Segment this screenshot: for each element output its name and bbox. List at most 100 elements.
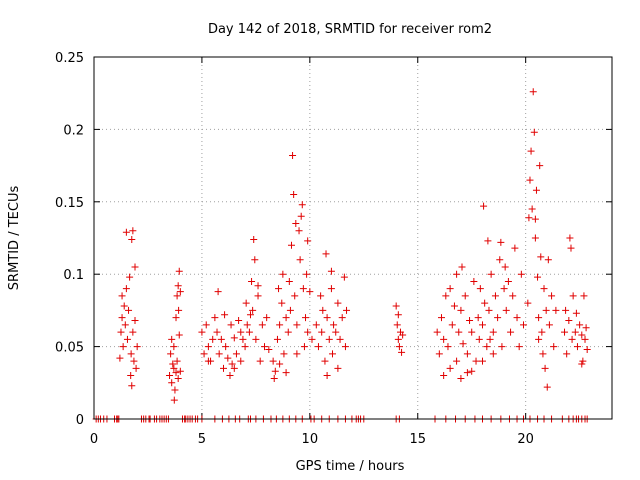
data-point — [399, 331, 407, 339]
data-point — [117, 328, 125, 336]
data-point — [129, 328, 137, 336]
data-point — [235, 317, 243, 325]
data-point — [175, 331, 183, 339]
data-point — [461, 292, 469, 300]
data-point — [531, 215, 539, 223]
data-point — [497, 238, 505, 246]
data-point — [246, 311, 254, 319]
data-point — [544, 256, 552, 264]
data-point — [128, 235, 136, 243]
data-point — [200, 350, 208, 358]
data-point — [170, 364, 178, 372]
data-point — [481, 299, 489, 307]
data-point — [237, 357, 245, 365]
data-point — [433, 328, 441, 336]
data-point — [222, 343, 230, 351]
data-point — [494, 314, 502, 322]
data-point — [486, 335, 494, 343]
data-point — [470, 277, 478, 285]
data-point — [286, 306, 294, 314]
data-point — [487, 270, 495, 278]
data-point — [126, 273, 134, 281]
y-tick-label: 0.15 — [55, 196, 84, 211]
data-point — [173, 292, 181, 300]
data-point — [258, 321, 266, 329]
data-point — [276, 321, 284, 329]
data-point — [204, 343, 212, 351]
data-point — [542, 306, 550, 314]
data-point — [175, 306, 183, 314]
data-point — [327, 267, 335, 275]
data-point — [463, 369, 471, 377]
data-point — [504, 277, 512, 285]
data-point — [571, 328, 579, 336]
data-point — [131, 263, 139, 271]
data-point — [254, 292, 262, 300]
data-point — [539, 350, 547, 358]
data-point — [204, 357, 212, 365]
data-point — [243, 321, 251, 329]
data-point — [171, 386, 179, 394]
data-point — [300, 343, 308, 351]
data-point — [168, 379, 176, 387]
data-point — [265, 345, 273, 353]
data-point — [395, 343, 403, 351]
data-point — [211, 314, 219, 322]
data-point — [250, 235, 258, 243]
data-point — [479, 321, 486, 329]
data-point — [213, 328, 221, 336]
data-point — [241, 343, 249, 351]
data-point — [230, 364, 238, 372]
data-point — [540, 285, 548, 293]
data-point — [228, 360, 236, 368]
data-point — [252, 335, 260, 343]
x-tick-label: 10 — [302, 432, 319, 447]
data-point — [302, 314, 310, 322]
data-point — [435, 350, 443, 358]
data-point — [457, 374, 465, 382]
data-point — [130, 357, 138, 365]
data-point — [269, 357, 277, 365]
data-point — [296, 256, 304, 264]
data-point — [538, 328, 546, 336]
data-point — [526, 176, 534, 184]
data-point — [341, 343, 349, 351]
gridlines — [94, 57, 612, 419]
data-point — [173, 357, 181, 365]
data-point — [295, 227, 303, 235]
data-point — [535, 314, 543, 322]
data-point — [334, 299, 342, 307]
data-point — [323, 314, 331, 322]
data-point — [306, 288, 314, 296]
data-point — [444, 343, 452, 351]
data-point — [328, 350, 336, 358]
data-point — [317, 292, 325, 300]
data-point — [578, 331, 586, 339]
data-point — [565, 317, 573, 325]
data-point — [321, 357, 329, 365]
data-point — [224, 354, 232, 362]
data-point — [491, 292, 499, 300]
data-point — [327, 285, 335, 293]
data-point — [119, 343, 127, 351]
data-point — [232, 350, 240, 358]
data-point — [263, 314, 271, 322]
data-point — [291, 292, 299, 300]
data-point — [453, 357, 461, 365]
data-point — [463, 350, 471, 358]
data-point — [176, 288, 184, 296]
data-point — [453, 270, 461, 278]
data-point — [334, 364, 342, 372]
data-point — [318, 328, 326, 336]
data-point — [276, 360, 284, 368]
data-point — [513, 314, 521, 322]
data-point — [131, 317, 139, 325]
data-point — [527, 147, 535, 155]
data-point — [174, 282, 182, 290]
data-point — [450, 302, 458, 310]
data-point — [440, 335, 448, 343]
data-point — [169, 360, 177, 368]
data-point — [215, 350, 223, 358]
